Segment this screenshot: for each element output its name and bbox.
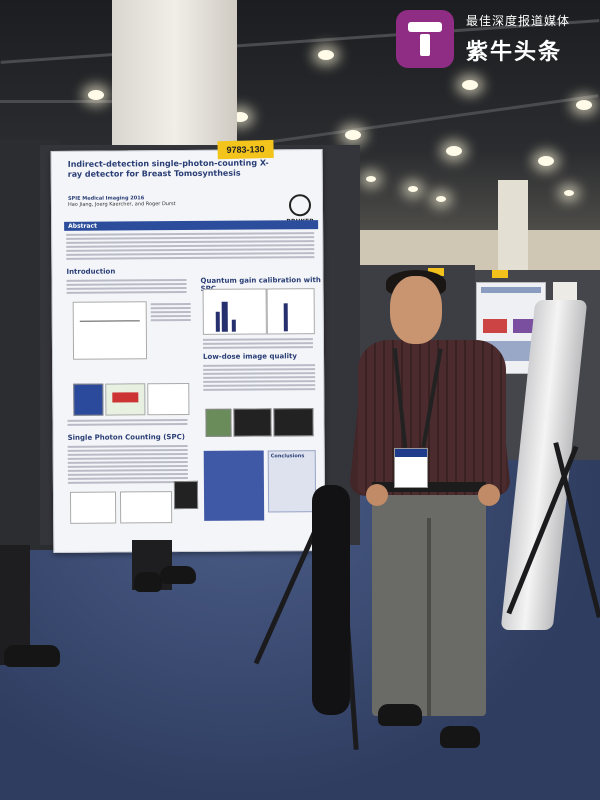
- spectrum-peak: [215, 311, 220, 332]
- introduction-text: [66, 279, 187, 296]
- presenter-hand: [478, 484, 500, 506]
- abstract-text: [66, 232, 315, 262]
- poster-carrying-tube: [312, 485, 350, 715]
- spc-heading: Single Photon Counting (SPC): [67, 433, 185, 442]
- poster-authors: SPIE Medical Imaging 2016 Hao Jiang, Joe…: [67, 194, 268, 208]
- ceiling-light: [576, 100, 592, 110]
- presenter-plaid-shirt: [358, 340, 506, 495]
- ceiling-light: [462, 80, 478, 90]
- intro-figure: [72, 301, 148, 360]
- poster-title: Indirect-detection single-photon-countin…: [67, 158, 269, 179]
- detector-image: [73, 383, 104, 416]
- watermark-brand: 紫牛头条: [466, 40, 563, 65]
- presenter-hand: [366, 484, 388, 506]
- poster-header-bar: [481, 287, 541, 293]
- presenter-shoe: [440, 726, 480, 748]
- conclusions-box: Conclusions: [267, 450, 317, 513]
- zi-niu-logo-icon: [396, 10, 454, 68]
- xray-image: [233, 408, 272, 437]
- spectrum-peak: [283, 303, 288, 332]
- board-number-tag: [428, 268, 444, 276]
- abstract-heading: Abstract: [64, 220, 319, 231]
- ceiling-light: [366, 176, 376, 182]
- spc-text: [67, 445, 188, 486]
- spectrum-peak: [231, 319, 236, 332]
- research-poster: 9783-130 Indirect-detection single-photo…: [50, 139, 326, 553]
- conclusions-heading: Conclusions: [270, 453, 305, 460]
- ceiling-light: [408, 186, 418, 192]
- poster-figure: [483, 319, 507, 333]
- schematic-block: [112, 392, 139, 403]
- phantom-image: [205, 408, 232, 437]
- specs-table: [203, 450, 265, 521]
- low-dose-heading: Low-dose image quality: [203, 352, 297, 361]
- watermark-tagline: 最佳深度报道媒体: [466, 14, 571, 28]
- figure-caption: [150, 302, 191, 323]
- introduction-heading: Introduction: [66, 267, 116, 276]
- figure-line: [79, 320, 140, 322]
- spc-image: [173, 480, 199, 510]
- spectrum-figure: [266, 288, 315, 335]
- ceiling-light: [88, 90, 104, 100]
- spectrum-figure: [202, 288, 267, 335]
- poster-number-ticket: 9783-130: [217, 139, 274, 160]
- ceiling-light: [538, 156, 554, 166]
- spc-plot: [69, 491, 117, 524]
- xray-image: [273, 408, 314, 437]
- visitor-shoe: [4, 645, 60, 667]
- figure-caption: [67, 419, 188, 428]
- presenter-shoe: [378, 704, 422, 726]
- ceiling-light: [232, 112, 248, 122]
- ceiling-light: [345, 130, 361, 140]
- ceiling-light: [318, 50, 334, 60]
- presenter-belt: [372, 482, 486, 492]
- white-pillar: [112, 0, 237, 165]
- far-pillar: [498, 180, 528, 270]
- ceiling-truss: [231, 94, 599, 149]
- visitor-shoe: [160, 566, 196, 584]
- author-list: Hao Jiang, Joerg Kaercher, and Roger Dur…: [67, 201, 176, 208]
- presenter-face: [390, 276, 442, 344]
- ceiling-light: [446, 146, 462, 156]
- visitor-shoe: [134, 572, 162, 592]
- ceiling-truss: [0, 100, 120, 103]
- ceiling-light: [436, 196, 446, 202]
- bruker-logo-icon: [288, 194, 312, 217]
- schematic-image: [105, 383, 146, 416]
- calibration-text: [202, 338, 313, 351]
- spc-plot: [119, 491, 173, 524]
- board-number-tag: [492, 270, 508, 278]
- poster-figure: [513, 319, 537, 333]
- presenter-trousers: [372, 488, 486, 716]
- circuit-diagram: [147, 382, 190, 416]
- ceiling-light: [564, 190, 574, 196]
- spectrum-peak: [221, 301, 228, 332]
- name-badge: [394, 448, 428, 488]
- badge-header: [395, 449, 427, 457]
- low-dose-text: [203, 364, 316, 393]
